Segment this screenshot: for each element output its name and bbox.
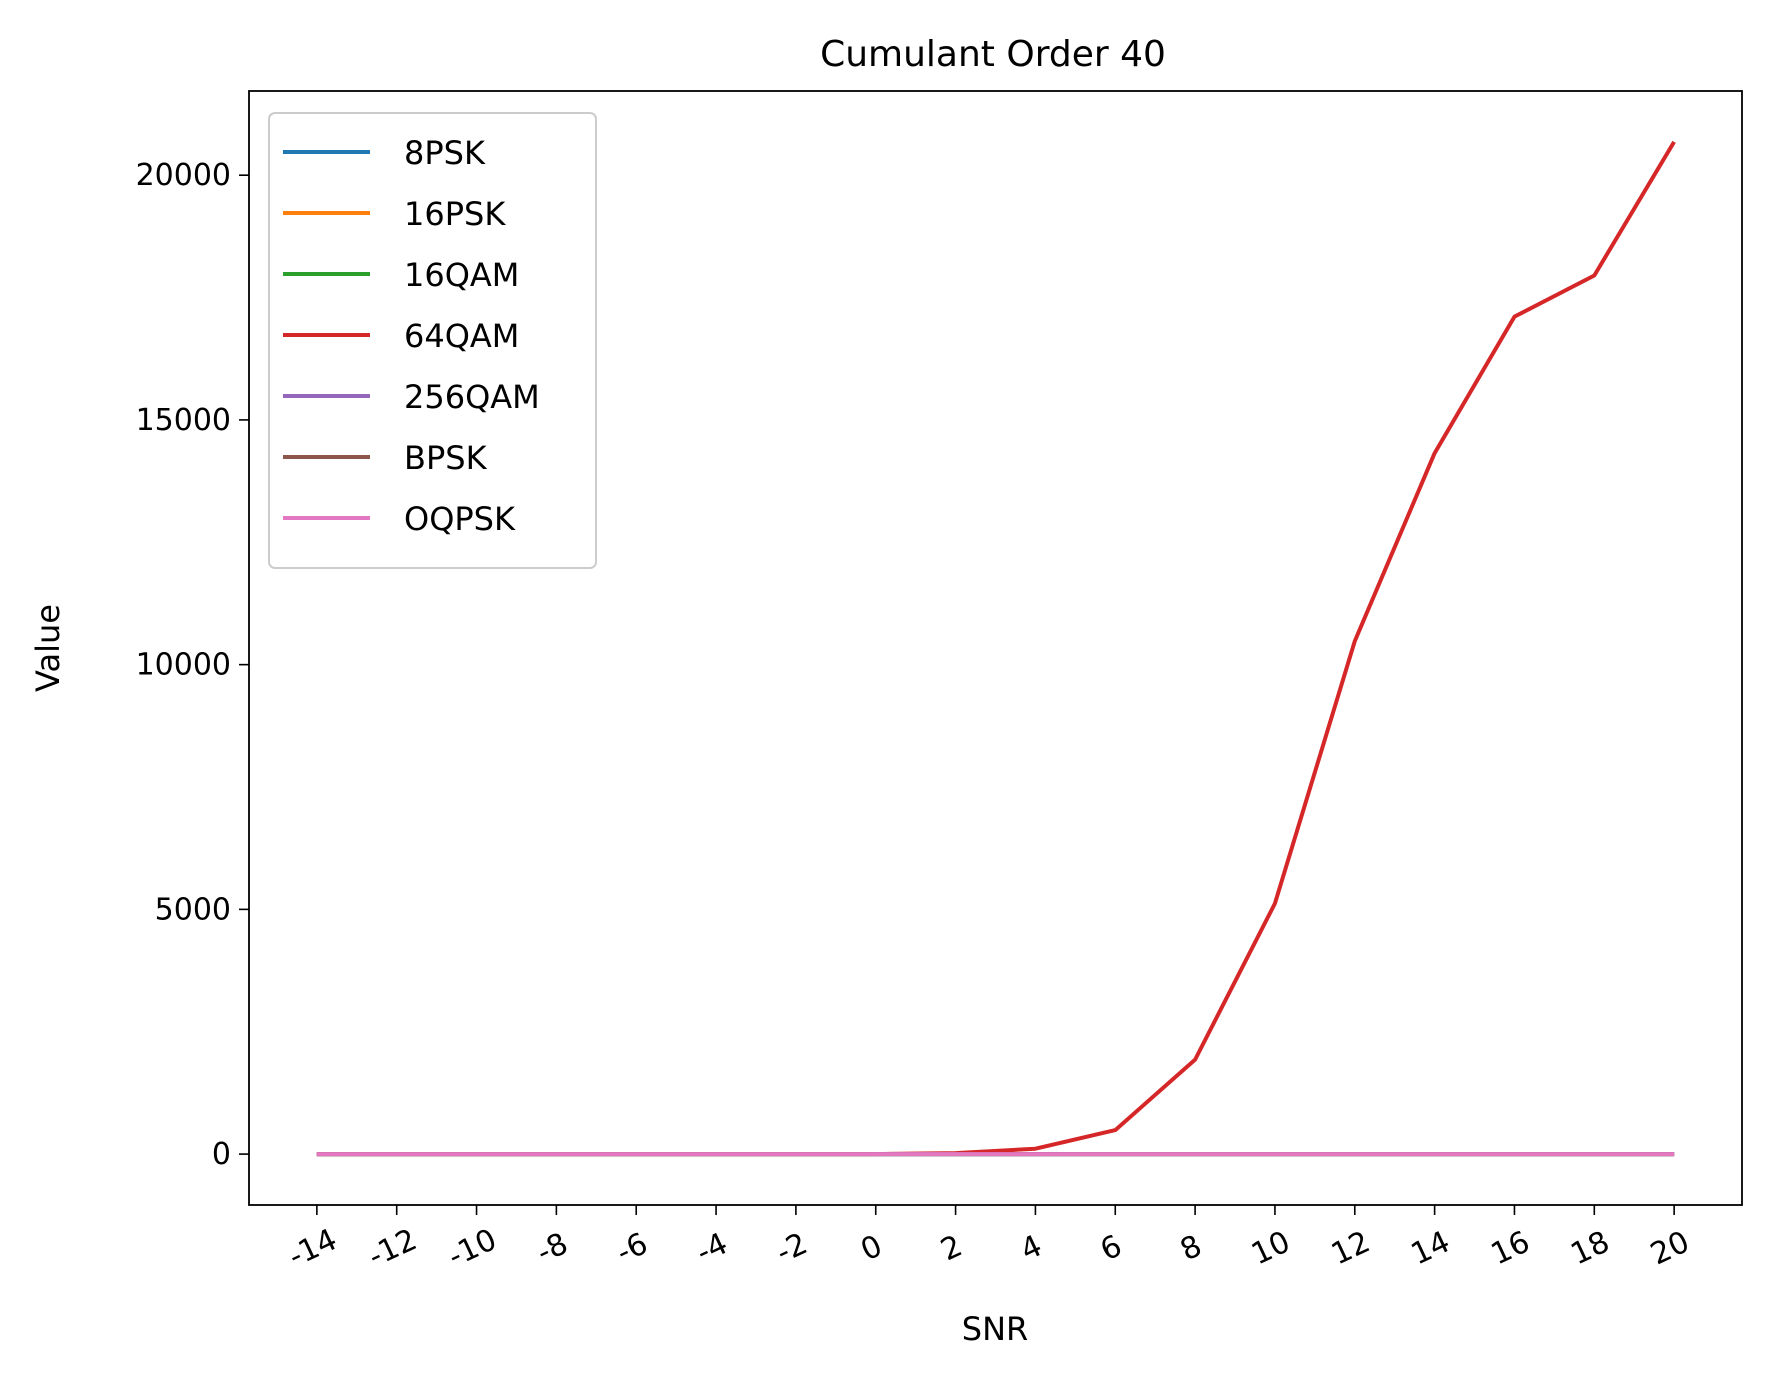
y-tick-label: 15000 [136,403,231,438]
chart-title: Cumulant Order 40 [820,34,1166,75]
legend: 8PSK 16PSK 16QAM 64QAM 256QAM BPSK OQPSK [268,112,597,569]
legend-label-16QAM: 16QAM [404,256,519,294]
legend-box [268,112,597,569]
legend-label-16PSK: 16PSK [404,195,506,233]
y-tick-label: 10000 [136,648,231,683]
plot-area-frame [248,90,1743,1206]
y-tick-label: 20000 [136,158,231,193]
series-OQPSK [316,1152,1675,1157]
y-tick-label: 5000 [155,892,231,927]
x-axis-label: SNR [962,1310,1028,1348]
legend-label-BPSK: BPSK [404,439,488,477]
legend-label-64QAM: 64QAM [404,317,519,355]
y-axis-label: Value [29,604,67,692]
y-axis: 0 5000 10000 15000 20000 [136,158,249,1172]
legend-label-8PSK: 8PSK [404,134,486,172]
y-tick-label: 0 [212,1137,231,1172]
series-layer [316,140,1676,1157]
legend-label-OQPSK: OQPSK [404,500,516,538]
legend-label-256QAM: 256QAM [404,378,540,416]
